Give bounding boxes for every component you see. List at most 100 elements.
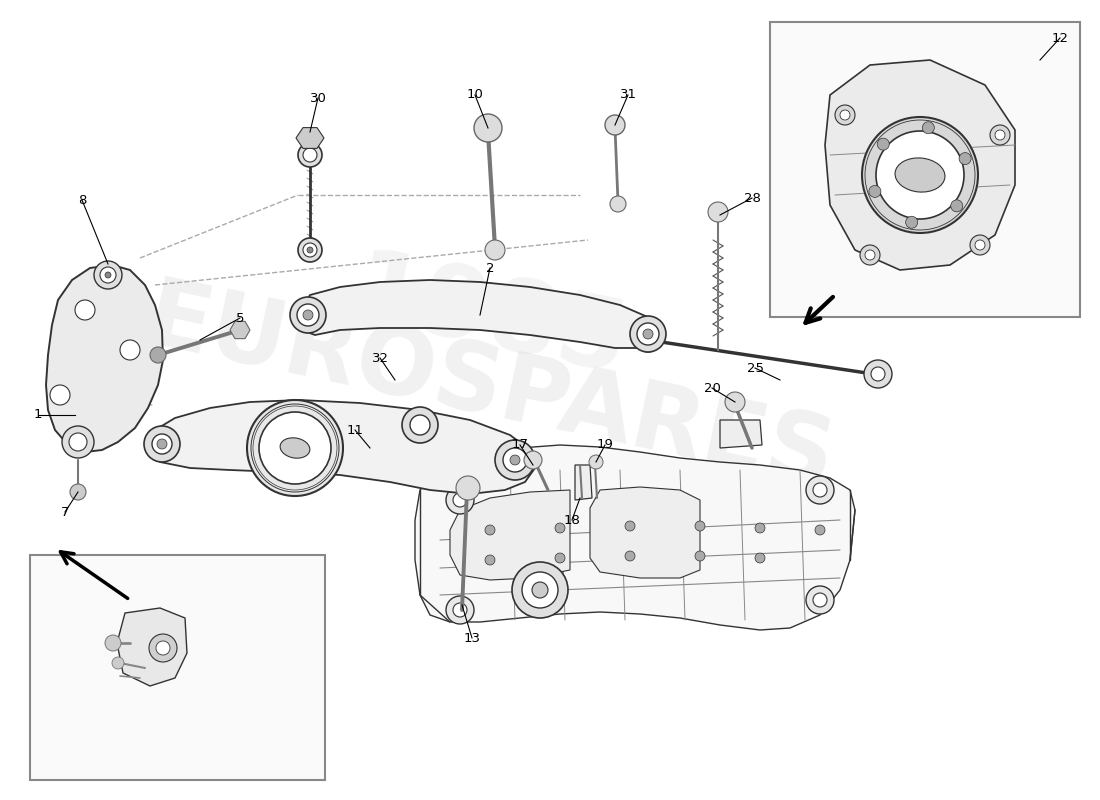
Circle shape — [871, 367, 886, 381]
Circle shape — [150, 347, 166, 363]
Text: 1: 1 — [34, 409, 42, 422]
Circle shape — [806, 586, 834, 614]
Circle shape — [512, 562, 568, 618]
Circle shape — [157, 439, 167, 449]
Circle shape — [402, 407, 438, 443]
Circle shape — [630, 316, 666, 352]
Text: 17: 17 — [512, 438, 528, 451]
Circle shape — [302, 148, 317, 162]
Circle shape — [104, 635, 121, 651]
Circle shape — [644, 329, 653, 339]
Circle shape — [869, 186, 881, 198]
Circle shape — [990, 125, 1010, 145]
Text: 11: 11 — [346, 423, 363, 437]
Circle shape — [524, 451, 542, 469]
Circle shape — [144, 426, 180, 462]
Polygon shape — [590, 487, 700, 578]
Circle shape — [297, 304, 319, 326]
Polygon shape — [825, 60, 1015, 270]
Circle shape — [877, 138, 889, 150]
Circle shape — [636, 328, 660, 352]
Ellipse shape — [280, 438, 310, 458]
Circle shape — [453, 603, 468, 617]
Circle shape — [922, 122, 934, 134]
Circle shape — [62, 426, 94, 458]
Circle shape — [485, 555, 495, 565]
Circle shape — [642, 334, 654, 346]
Circle shape — [708, 202, 728, 222]
Circle shape — [302, 310, 313, 320]
Circle shape — [446, 596, 474, 624]
Circle shape — [588, 455, 603, 469]
Polygon shape — [415, 445, 855, 630]
Circle shape — [152, 434, 172, 454]
FancyBboxPatch shape — [770, 22, 1080, 317]
Text: 31: 31 — [619, 89, 637, 102]
Polygon shape — [298, 280, 660, 348]
Polygon shape — [117, 608, 187, 686]
Circle shape — [862, 117, 978, 233]
Polygon shape — [46, 265, 163, 452]
Circle shape — [815, 525, 825, 535]
Circle shape — [75, 300, 95, 320]
Polygon shape — [450, 490, 570, 580]
Circle shape — [970, 235, 990, 255]
Text: 5: 5 — [235, 311, 244, 325]
Circle shape — [100, 267, 116, 283]
Circle shape — [806, 476, 834, 504]
Polygon shape — [230, 322, 250, 338]
Polygon shape — [575, 465, 592, 500]
Circle shape — [112, 657, 124, 669]
Circle shape — [905, 216, 917, 228]
Text: 25: 25 — [747, 362, 763, 374]
Text: EUROSPARES: EUROSPARES — [138, 272, 843, 508]
Text: 1985: 1985 — [344, 244, 636, 396]
Circle shape — [975, 240, 984, 250]
Circle shape — [69, 433, 87, 451]
Circle shape — [864, 360, 892, 388]
Circle shape — [70, 484, 86, 500]
Circle shape — [148, 634, 177, 662]
Circle shape — [474, 114, 502, 142]
Circle shape — [156, 641, 170, 655]
Circle shape — [104, 272, 111, 278]
Text: 19: 19 — [596, 438, 614, 451]
Text: 18: 18 — [563, 514, 581, 526]
Circle shape — [625, 521, 635, 531]
Text: 30: 30 — [309, 91, 327, 105]
Text: 28: 28 — [744, 191, 760, 205]
FancyBboxPatch shape — [30, 555, 324, 780]
Ellipse shape — [895, 158, 945, 192]
Circle shape — [610, 196, 626, 212]
Circle shape — [637, 323, 659, 345]
Circle shape — [695, 551, 705, 561]
Circle shape — [446, 486, 474, 514]
Polygon shape — [720, 420, 762, 448]
Circle shape — [50, 385, 70, 405]
Circle shape — [556, 523, 565, 533]
Circle shape — [605, 115, 625, 135]
Circle shape — [865, 250, 874, 260]
Text: 20: 20 — [704, 382, 720, 394]
Text: 10: 10 — [466, 89, 483, 102]
Circle shape — [248, 400, 343, 496]
Circle shape — [298, 238, 322, 262]
Circle shape — [410, 415, 430, 435]
Circle shape — [625, 551, 635, 561]
Circle shape — [298, 143, 322, 167]
Text: 8: 8 — [78, 194, 86, 206]
Circle shape — [876, 131, 964, 219]
Polygon shape — [148, 400, 535, 494]
Text: a passion for parts since 1985: a passion for parts since 1985 — [374, 434, 726, 526]
Circle shape — [755, 553, 764, 563]
Circle shape — [258, 412, 331, 484]
Circle shape — [959, 153, 971, 165]
Circle shape — [453, 493, 468, 507]
Circle shape — [485, 525, 495, 535]
Circle shape — [813, 483, 827, 497]
Circle shape — [120, 340, 140, 360]
Circle shape — [485, 240, 505, 260]
Text: 13: 13 — [463, 631, 481, 645]
Circle shape — [725, 392, 745, 412]
Circle shape — [307, 247, 314, 253]
